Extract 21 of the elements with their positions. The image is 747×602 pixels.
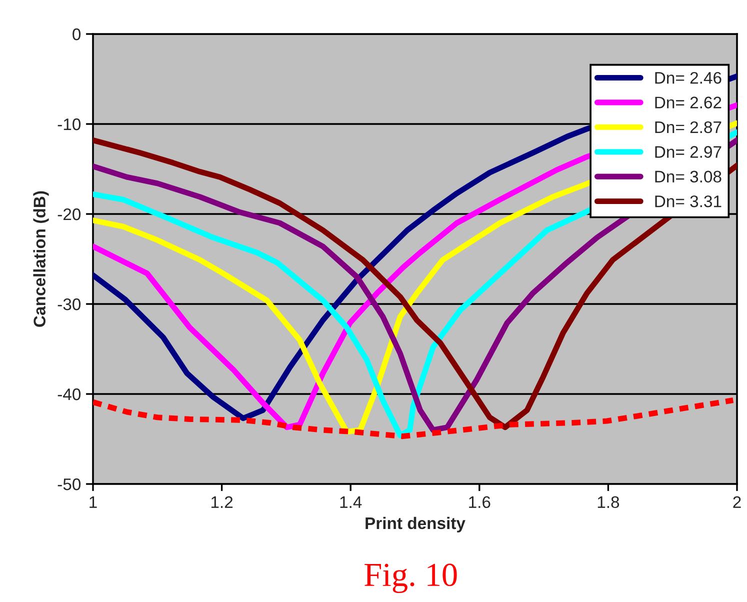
legend-label: Dn= 2.87 xyxy=(655,121,722,134)
x-tick-label: 1.4 xyxy=(340,496,362,508)
y-tick-label: -20 xyxy=(58,208,81,220)
y-axis-title: Cancellation (dB) xyxy=(33,191,49,327)
legend-label: Dn= 2.97 xyxy=(655,146,722,158)
x-tick-label: 1 xyxy=(90,496,97,508)
y-tick-label: -10 xyxy=(58,118,81,130)
y-tick-label: 0 xyxy=(72,28,81,40)
x-tick-label: 2 xyxy=(733,496,741,508)
legend-label: Dn= 2.46 xyxy=(655,72,722,84)
x-tick-label: 1.6 xyxy=(469,496,490,508)
legend-label: Dn= 2.62 xyxy=(655,96,722,108)
legend-label: Dn= 3.31 xyxy=(655,195,722,208)
caption: Fig. 10 xyxy=(364,564,457,594)
y-tick-label: -50 xyxy=(58,478,81,490)
legend-label: Dn= 3.08 xyxy=(655,170,722,183)
y-tick-label: -30 xyxy=(58,298,81,310)
x-axis-title: Print density xyxy=(366,516,466,532)
x-tick-label: 1.8 xyxy=(598,496,620,508)
y-tick-label: -40 xyxy=(58,388,81,400)
x-tick-label: 1.2 xyxy=(211,496,233,508)
